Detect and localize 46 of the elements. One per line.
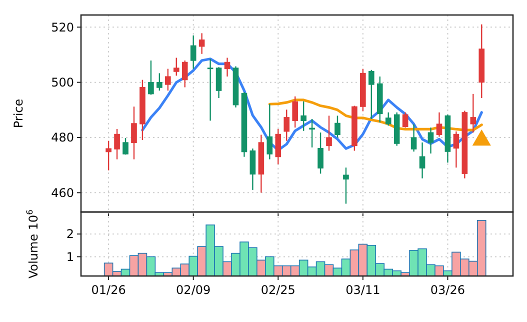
y-tick-label: 460	[51, 186, 74, 200]
candlestick	[266, 104, 273, 160]
candlestick	[182, 60, 188, 88]
candlestick	[385, 112, 392, 126]
candlestick	[148, 60, 154, 96]
x-tick-label: 03/26	[430, 283, 466, 297]
candlestick	[402, 112, 408, 128]
y-tick-label: 1	[66, 250, 74, 264]
candlestick	[419, 142, 426, 179]
x-tick-label: 03/11	[346, 283, 380, 297]
candlestick	[198, 32, 205, 55]
candlestick	[300, 100, 306, 132]
candlestick	[207, 58, 214, 122]
candlestick	[224, 57, 230, 78]
candlestick	[428, 126, 434, 154]
candlestick	[216, 66, 222, 99]
y-tick-label: 480	[51, 130, 74, 145]
candlestick	[156, 72, 162, 92]
y-tick-label: 500	[51, 76, 74, 90]
candlestick	[453, 130, 460, 168]
candlestick	[334, 115, 340, 138]
candlestick	[250, 148, 256, 191]
candlestick	[165, 68, 171, 92]
x-tick-label: 02/09	[176, 283, 211, 297]
candlestick	[275, 128, 282, 165]
y-tick-label: 2	[66, 227, 74, 242]
x-tick-label: 02/25	[260, 283, 296, 297]
candlestick	[106, 140, 112, 171]
candlestick	[470, 93, 476, 134]
candlestick	[436, 112, 442, 138]
candlestick	[190, 34, 196, 70]
y-tick-label: 520	[51, 20, 74, 34]
candlestick	[326, 115, 332, 152]
candlestick	[173, 57, 180, 76]
candlestick	[292, 96, 298, 128]
candlestick	[410, 124, 417, 152]
candlestick	[114, 128, 120, 160]
candlestick	[309, 118, 315, 148]
candlestick	[343, 166, 349, 204]
candlestick	[131, 106, 137, 160]
candlestick	[368, 69, 374, 120]
candlestick	[318, 132, 324, 174]
candlestick	[284, 109, 290, 142]
candlestick	[122, 137, 128, 156]
x-tick-label: 01/26	[91, 283, 126, 297]
y-axis-title: Price	[12, 98, 26, 128]
